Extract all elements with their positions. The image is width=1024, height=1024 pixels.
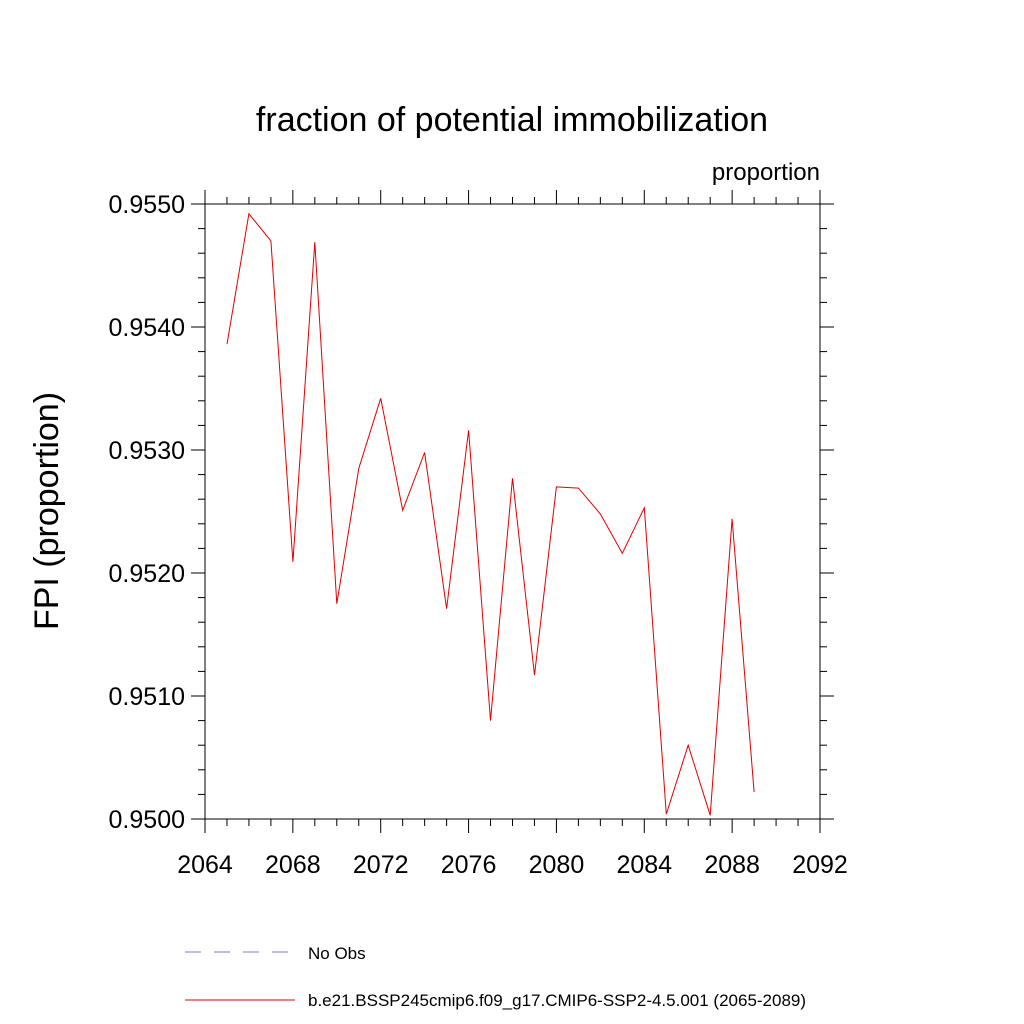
y-axis-label: FPI (proportion) <box>28 392 66 630</box>
plot-frame <box>204 203 821 820</box>
x-tick-label: 2084 <box>616 851 672 879</box>
legend: No Obs b.e21.BSSP245cmip6.f09_g17.CMIP6-… <box>185 944 806 1010</box>
chart-title: fraction of potential immobilization <box>256 101 768 139</box>
x-tick-label: 2088 <box>704 851 760 879</box>
y-tick-label: 0.9530 <box>109 437 185 465</box>
x-tick-label: 2064 <box>177 851 233 879</box>
y-tick-label: 0.9550 <box>109 191 185 219</box>
y-tick-label: 0.9540 <box>109 314 185 342</box>
y-tick-label: 0.9500 <box>109 806 185 834</box>
series-line-model-run <box>226 212 755 816</box>
x-tick-label: 2076 <box>441 851 497 879</box>
y-tick-label: 0.9520 <box>109 560 185 588</box>
chart-subtitle: proportion <box>712 159 820 186</box>
x-tick-label: 2080 <box>529 851 585 879</box>
y-tick-labels: 0.9500 0.9510 0.9520 0.9530 0.9540 0.9550 <box>109 191 185 834</box>
x-tick-labels: 2064 2068 2072 2076 2080 2084 2088 2092 <box>177 851 848 879</box>
x-tick-label: 2072 <box>353 851 409 879</box>
legend-label-no-obs: No Obs <box>308 944 366 963</box>
x-tick-label: 2068 <box>265 851 321 879</box>
y-tick-label: 0.9510 <box>109 683 185 711</box>
series-layer <box>226 212 755 816</box>
x-tick-label: 2092 <box>792 851 848 879</box>
axis-ticks <box>191 190 834 833</box>
legend-label-model-run: b.e21.BSSP245cmip6.f09_g17.CMIP6-SSP2-4.… <box>308 991 806 1010</box>
